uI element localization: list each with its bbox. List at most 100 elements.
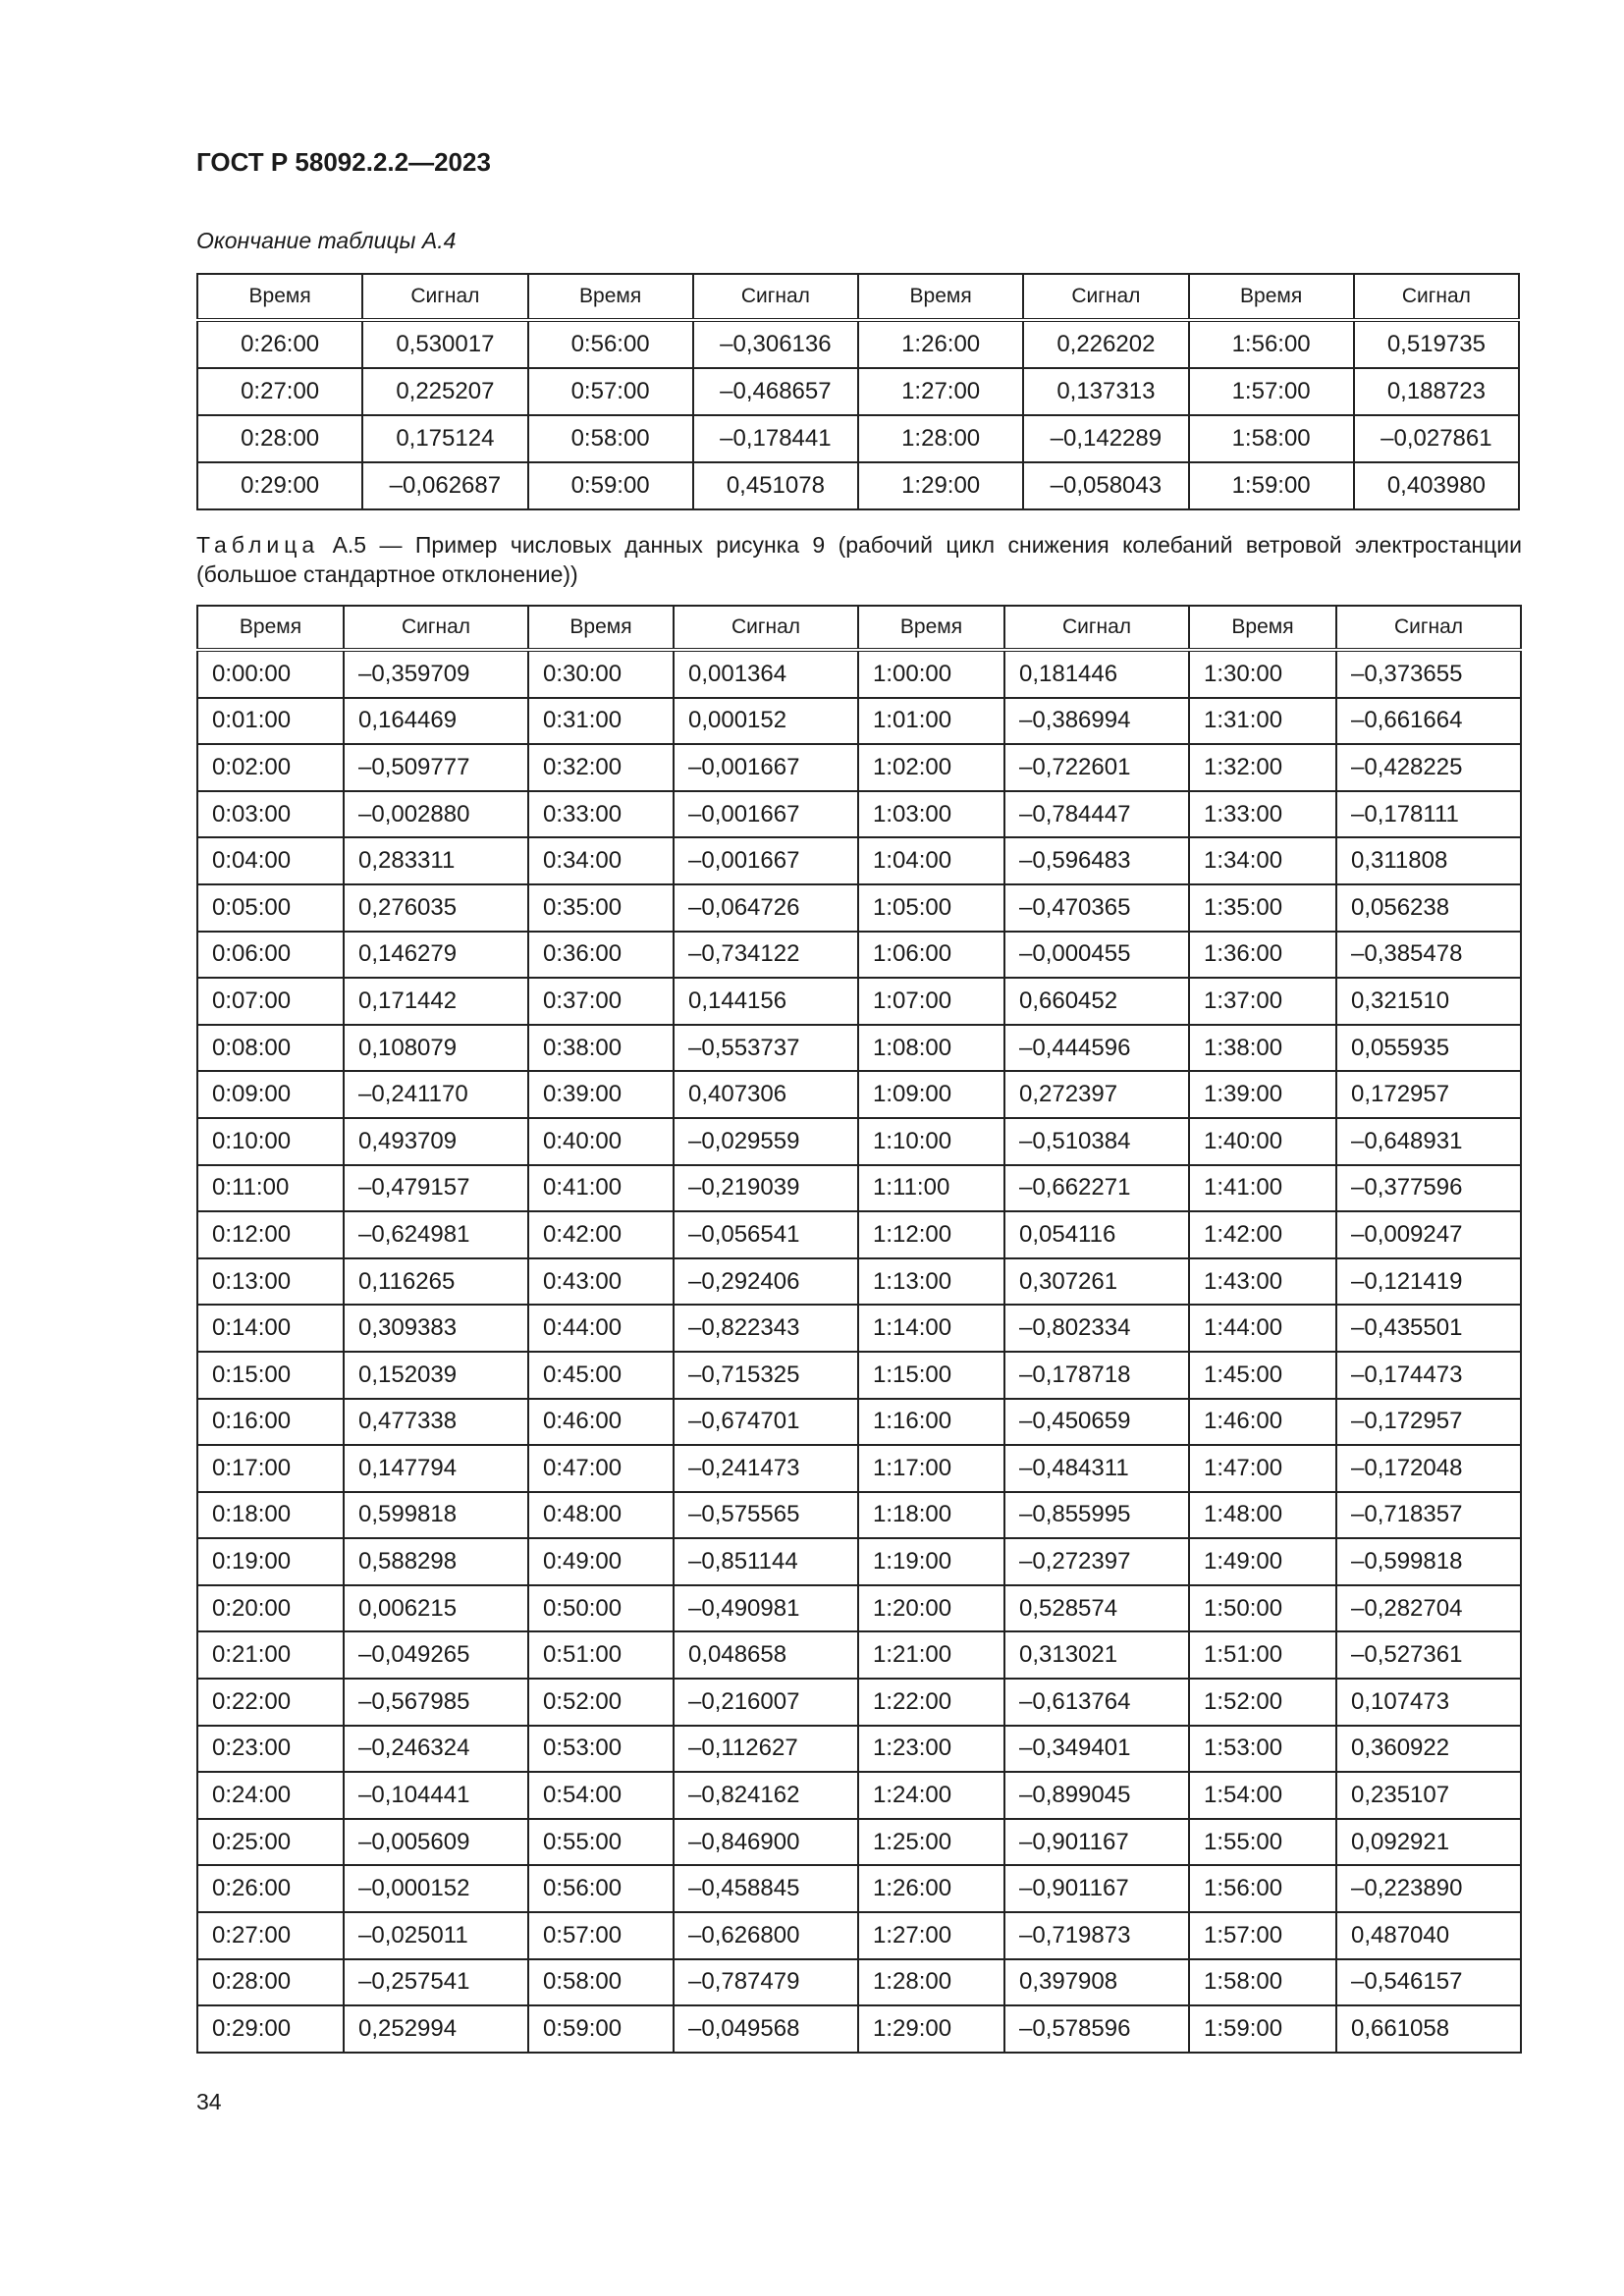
time-cell: 1:32:00 [1188, 743, 1337, 792]
time-cell: 1:56:00 [1187, 319, 1355, 369]
time-cell: 0:26:00 [195, 319, 364, 369]
signal-cell: 0,519735 [1352, 319, 1521, 369]
signal-cell: 0,000152 [673, 696, 859, 746]
signal-cell: 0,152039 [343, 1350, 529, 1400]
time-cell: 0:13:00 [196, 1256, 345, 1307]
time-cell: 0:25:00 [196, 1817, 345, 1867]
signal-cell: –0,674701 [673, 1397, 859, 1447]
signal-cell: 0,181446 [1003, 649, 1190, 699]
column-header-time: Время [195, 273, 364, 322]
time-cell: 0:01:00 [196, 696, 345, 746]
time-cell: 0:33:00 [527, 789, 675, 839]
table-row: 0:00:00 –0,359709 0:30:00 0,001364 1:00:00 0,… [196, 649, 1522, 699]
time-cell: 1:11:00 [857, 1163, 1005, 1213]
signal-cell: 0,225207 [361, 367, 529, 416]
signal-cell: –0,715325 [673, 1350, 859, 1400]
time-cell: 0:29:00 [196, 2004, 345, 2054]
signal-cell: –0,178111 [1335, 789, 1522, 839]
column-header-signal: Сигнал [1022, 273, 1190, 322]
table-row: 0:16:00 0,477338 0:46:00 –0,674701 1:16:00 –0… [196, 1397, 1522, 1447]
signal-cell: 0,530017 [361, 319, 529, 369]
time-cell: 0:36:00 [527, 930, 675, 980]
table-row: 0:05:00 0,276035 0:35:00 –0,064726 1:05:00 –0… [196, 882, 1522, 933]
time-cell: 0:04:00 [196, 836, 345, 885]
time-cell: 0:56:00 [526, 319, 694, 369]
time-cell: 0:21:00 [196, 1630, 345, 1681]
time-cell: 0:51:00 [527, 1630, 675, 1681]
time-cell: 1:43:00 [1188, 1256, 1337, 1307]
signal-cell: –0,490981 [673, 1583, 859, 1633]
table-row: 0:12:00 –0,624981 0:42:00 –0,056541 1:12:00 0… [196, 1210, 1522, 1259]
time-cell: 1:56:00 [1188, 1864, 1337, 1914]
time-cell: 0:40:00 [527, 1116, 675, 1166]
table-a5: Время Сигнал Время Сигнал Время Сигнал Время Си… [196, 605, 1522, 2054]
time-cell: 1:55:00 [1188, 1817, 1337, 1867]
table-row: 0:29:00 –0,062687 0:59:00 0,451078 1:29:00 –0… [195, 461, 1521, 510]
time-cell: 1:45:00 [1188, 1350, 1337, 1400]
signal-cell: 0,311808 [1335, 836, 1522, 885]
time-cell: 1:48:00 [1188, 1490, 1337, 1540]
column-header-signal: Сигнал [673, 605, 859, 652]
signal-cell: –0,596483 [1003, 836, 1190, 885]
time-cell: 1:00:00 [857, 649, 1005, 699]
time-cell: 1:22:00 [857, 1678, 1005, 1727]
signal-cell: 0,146279 [343, 930, 529, 980]
signal-cell: –0,846900 [673, 1817, 859, 1867]
signal-cell: –0,216007 [673, 1678, 859, 1727]
table-row: 0:26:00 0,530017 0:56:00 –0,306136 1:26:00 0,… [195, 319, 1521, 369]
time-cell: 0:22:00 [196, 1678, 345, 1727]
signal-cell: –0,241170 [343, 1070, 529, 1119]
signal-cell: –0,822343 [673, 1304, 859, 1353]
signal-cell: –0,272397 [1003, 1537, 1190, 1586]
time-cell: 1:44:00 [1188, 1304, 1337, 1353]
time-cell: 1:26:00 [856, 319, 1025, 369]
table-row: 0:19:00 0,588298 0:49:00 –0,851144 1:19:00 –0… [196, 1537, 1522, 1586]
signal-cell: –0,001667 [673, 789, 859, 839]
signal-cell: –0,648931 [1335, 1116, 1522, 1166]
signal-cell: –0,901167 [1003, 1817, 1190, 1867]
time-cell: 1:10:00 [857, 1116, 1005, 1166]
table-a4-caption: Окончание таблицы А.4 [196, 228, 457, 253]
table-row: 0:21:00 –0,049265 0:51:00 0,048658 1:21:00 0,… [196, 1630, 1522, 1681]
time-cell: 1:39:00 [1188, 1070, 1337, 1119]
signal-cell: –0,359709 [343, 649, 529, 699]
signal-cell: –0,624981 [343, 1210, 529, 1259]
signal-cell: –0,104441 [343, 1771, 529, 1820]
table-row: 0:24:00 –0,104441 0:54:00 –0,824162 1:24:00–… [196, 1771, 1522, 1820]
signal-cell: –0,385478 [1335, 930, 1522, 980]
signal-cell: –0,025011 [343, 1911, 529, 1960]
time-cell: 0:34:00 [527, 836, 675, 885]
time-cell: 0:57:00 [526, 367, 694, 416]
time-cell: 0:38:00 [527, 1023, 675, 1073]
signal-cell: 0,403980 [1352, 461, 1521, 510]
signal-cell: 0,588298 [343, 1537, 529, 1586]
time-cell: 1:49:00 [1188, 1537, 1337, 1586]
time-cell: 1:23:00 [857, 1724, 1005, 1774]
signal-cell: –0,349401 [1003, 1724, 1190, 1774]
signal-cell: 0,283311 [343, 836, 529, 885]
signal-cell: 0,660452 [1003, 977, 1190, 1026]
signal-cell: –0,787479 [673, 1957, 859, 2007]
table-row: 0:13:00 0,116265 0:43:00 –0,292406 1:13:00 0,… [196, 1256, 1522, 1307]
time-cell: 1:28:00 [857, 1957, 1005, 2007]
time-cell: 0:15:00 [196, 1350, 345, 1400]
signal-cell: –0,468657 [691, 367, 860, 416]
signal-cell: –0,599818 [1335, 1537, 1522, 1586]
signal-cell: –0,901167 [1003, 1864, 1190, 1914]
signal-cell: –0,484311 [1003, 1444, 1190, 1493]
table-row: 0:04:00 0,283311 0:34:00 –0,001667 1:04:00 –0… [196, 836, 1522, 885]
signal-cell: –0,112627 [673, 1724, 859, 1774]
signal-cell: 0,054116 [1003, 1210, 1190, 1259]
signal-cell: –0,174473 [1335, 1350, 1522, 1400]
signal-cell: –0,002880 [343, 789, 529, 839]
document-number: ГОСТ Р 58092.2.2—2023 [196, 147, 491, 177]
signal-cell: –0,000152 [343, 1864, 529, 1914]
table-header-row: Время Сигнал Время Сигнал Время Сигнал Время Си… [196, 605, 1522, 652]
signal-cell: –0,005609 [343, 1817, 529, 1867]
time-cell: 1:28:00 [856, 414, 1025, 463]
table-label: Таблица [196, 532, 320, 558]
table-row: 0:11:00 –0,479157 0:41:00 –0,219039 1:11:00–… [196, 1163, 1522, 1213]
signal-cell: 0,407306 [673, 1070, 859, 1119]
time-cell: 0:54:00 [527, 1771, 675, 1820]
signal-cell: –0,246324 [343, 1724, 529, 1774]
